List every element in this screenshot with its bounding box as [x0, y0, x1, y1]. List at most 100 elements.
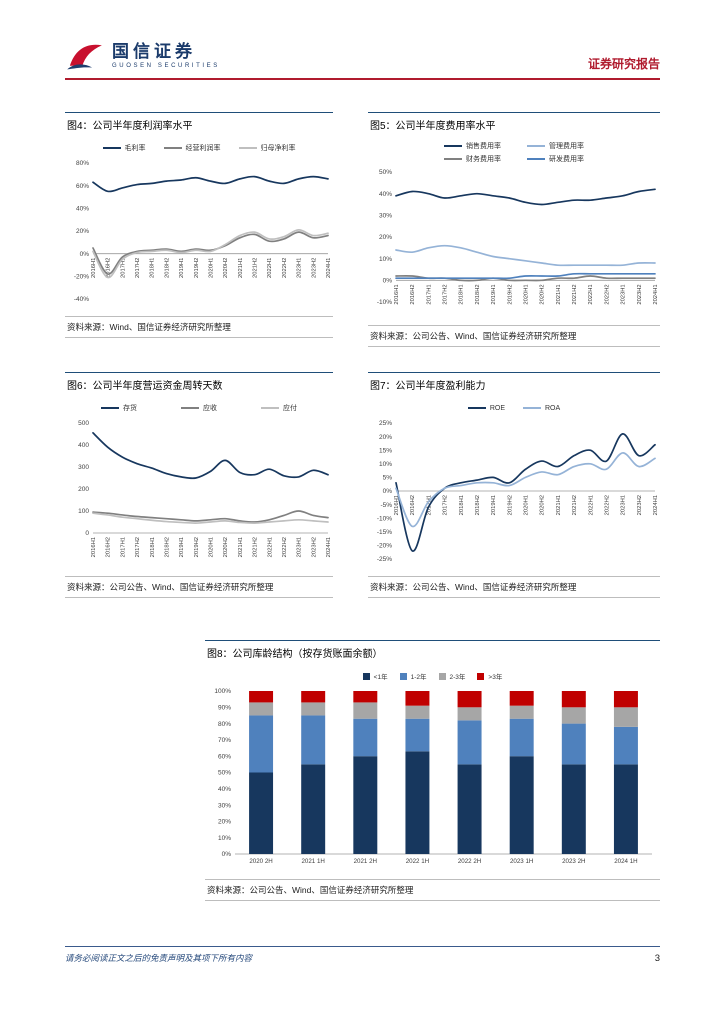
- legend-item: 2-3年: [438, 671, 466, 681]
- svg-text:2018H1: 2018H1: [459, 284, 465, 304]
- legend-label: ROA: [545, 404, 561, 412]
- svg-text:2017H2: 2017H2: [443, 495, 449, 515]
- svg-text:-5%: -5%: [380, 502, 392, 509]
- svg-text:-15%: -15%: [377, 529, 392, 536]
- svg-text:2019H2: 2019H2: [194, 537, 200, 557]
- svg-text:100: 100: [78, 508, 89, 515]
- svg-text:2017H2: 2017H2: [135, 537, 141, 557]
- figure7-panel: 图7：公司半年度盈利能力 ROE ROA -25% -20% -15% -10% -5% 0…: [368, 372, 660, 598]
- report-type-label: 证券研究报告: [587, 57, 660, 71]
- legend-item: 1-2年: [399, 671, 427, 681]
- svg-text:2018H2: 2018H2: [164, 258, 170, 278]
- legend-marker: [163, 147, 182, 149]
- svg-text:2016H1: 2016H1: [91, 258, 97, 278]
- figure8-legend: <1年 1-2年 2-3年 >3年: [205, 669, 660, 683]
- legend-label: 应收: [203, 405, 217, 412]
- svg-text:2022H1: 2022H1: [267, 537, 273, 557]
- legend-item: 销售费用率: [444, 141, 501, 151]
- figure4-source: 资料来源：Wind、国信证券经济研究所整理: [65, 316, 333, 338]
- legend-label: ROE: [489, 404, 505, 412]
- legend-label: 1-2年: [410, 674, 427, 681]
- legend-marker: [399, 672, 407, 680]
- svg-text:-20%: -20%: [74, 274, 89, 281]
- figure7-title: 图7：公司半年度盈利能力: [368, 372, 660, 401]
- svg-text:2019H1: 2019H1: [491, 495, 497, 515]
- figure5-legend: 销售费用率 管理费用率 财务费用率 研发费用率: [368, 141, 660, 164]
- svg-text:400: 400: [78, 442, 89, 449]
- legend-label: 管理费用率: [549, 143, 584, 150]
- brand-logo-icon: [67, 44, 102, 70]
- brand-name-en: GUOSEN SECURITIES: [112, 63, 220, 70]
- legend-label: 研发费用率: [549, 156, 584, 163]
- figure8-chart: 0% 10% 20% 30% 40% 50% 60% 70% 80% 90% 100% 2020 2H…: [205, 685, 660, 870]
- svg-text:2016H1: 2016H1: [394, 495, 400, 515]
- svg-text:2019H1: 2019H1: [491, 284, 497, 304]
- svg-text:2021H2: 2021H2: [572, 495, 578, 515]
- svg-text:2023H1: 2023H1: [621, 495, 627, 515]
- svg-text:2016H2: 2016H2: [410, 495, 416, 515]
- svg-text:0: 0: [85, 530, 89, 537]
- svg-text:2022H2: 2022H2: [282, 537, 288, 557]
- svg-text:2020H2: 2020H2: [540, 495, 546, 515]
- svg-text:2022H2: 2022H2: [282, 258, 288, 278]
- svg-text:30%: 30%: [379, 213, 392, 220]
- legend-item: 应付: [261, 403, 297, 413]
- svg-text:2020H1: 2020H1: [524, 495, 530, 515]
- svg-text:10%: 10%: [218, 835, 231, 842]
- svg-text:2019H2: 2019H2: [507, 284, 513, 304]
- figure6-panel: 图6：公司半年度营运资金周转天数 存货 应收 应付 0 100 200 300 400 500…: [65, 372, 333, 598]
- svg-text:2024H1: 2024H1: [326, 258, 332, 278]
- svg-text:80%: 80%: [218, 721, 231, 728]
- fig5-svg: -10% 0% 10% 20% 30% 40% 50% 2016H1 2016H2 2017H1 2…: [377, 169, 659, 306]
- legend-label: 2-3年: [449, 674, 466, 681]
- svg-text:2019H1: 2019H1: [179, 537, 185, 557]
- svg-text:2022 2H: 2022 2H: [458, 858, 481, 865]
- legend-item: 管理费用率: [527, 141, 584, 151]
- svg-text:500: 500: [78, 420, 89, 427]
- svg-text:20%: 20%: [379, 434, 392, 441]
- svg-text:2016H1: 2016H1: [394, 284, 400, 304]
- figure5-panel: 图5：公司半年度费用率水平 销售费用率 管理费用率 财务费用率 研发费用率 -10% 0…: [368, 112, 660, 347]
- svg-text:2024 1H: 2024 1H: [614, 858, 637, 865]
- svg-text:2019H2: 2019H2: [194, 258, 200, 278]
- legend-item: 归母净利率: [238, 143, 296, 153]
- legend-item: ROE: [467, 404, 505, 412]
- svg-text:2019H2: 2019H2: [507, 495, 513, 515]
- legend-marker: [438, 672, 446, 680]
- svg-text:2022H2: 2022H2: [604, 495, 610, 515]
- svg-text:2016H2: 2016H2: [106, 258, 112, 278]
- legend-marker: [444, 158, 462, 160]
- figure4-title: 图4：公司半年度利润率水平: [65, 112, 333, 141]
- svg-text:10%: 10%: [379, 256, 392, 263]
- figure6-legend: 存货 应收 应付: [65, 401, 333, 415]
- svg-text:2018H1: 2018H1: [459, 495, 465, 515]
- figure6-source: 资料来源：公司公告、Wind、国信证券经济研究所整理: [65, 576, 333, 598]
- figure4-panel: 图4：公司半年度利润率水平 毛利率 经营利润率 归母净利率 -40% -20% 0% 20…: [65, 112, 333, 338]
- figure6-title: 图6：公司半年度营运资金周转天数: [65, 372, 333, 401]
- svg-text:0%: 0%: [383, 278, 393, 285]
- svg-text:10%: 10%: [379, 461, 392, 468]
- svg-text:2020H2: 2020H2: [540, 284, 546, 304]
- svg-text:2017H2: 2017H2: [135, 258, 141, 278]
- svg-text:2023H1: 2023H1: [621, 284, 627, 304]
- svg-text:2017H1: 2017H1: [426, 284, 432, 304]
- svg-text:50%: 50%: [379, 169, 392, 176]
- svg-text:60%: 60%: [76, 183, 89, 190]
- svg-text:2023 2H: 2023 2H: [562, 858, 585, 865]
- svg-text:2017H1: 2017H1: [120, 537, 126, 557]
- legend-label: 存货: [123, 405, 137, 412]
- legend-label: <1年: [373, 674, 388, 681]
- svg-text:2024H1: 2024H1: [653, 284, 659, 304]
- figure7-chart: -25% -20% -15% -10% -5% 0% 5% 10% 15% 20% 25% 2016H…: [368, 417, 660, 567]
- footer-disclaimer: 请务必阅读正文之后的免责声明及其项下所有内容: [65, 953, 253, 963]
- legend-marker: [362, 672, 370, 680]
- legend-marker: [261, 407, 279, 409]
- svg-text:40%: 40%: [379, 191, 392, 198]
- svg-text:2023 1H: 2023 1H: [510, 858, 533, 865]
- svg-text:2020 2H: 2020 2H: [249, 858, 272, 865]
- svg-text:60%: 60%: [218, 753, 231, 760]
- legend-item: 研发费用率: [527, 154, 584, 164]
- figure8-panel: 图8：公司库龄结构（按存货账面余额） <1年 1-2年 2-3年 >3年 0% 10% 2…: [205, 640, 660, 901]
- svg-text:40%: 40%: [76, 206, 89, 213]
- svg-text:70%: 70%: [218, 737, 231, 744]
